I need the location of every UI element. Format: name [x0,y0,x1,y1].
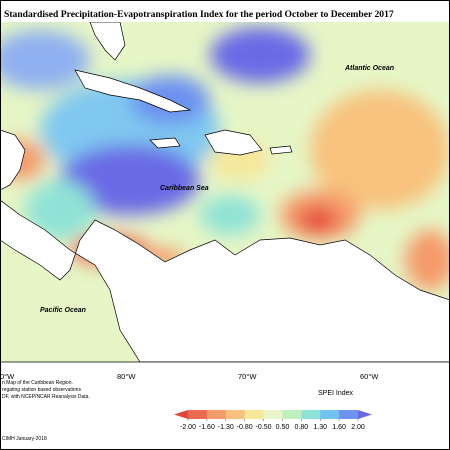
longitude-label: 0°W [0,372,15,381]
colorbar-arrow [358,410,372,419]
credits: n Map of the Caribbean Region.regating s… [2,380,90,442]
legend-title: SPEI Index [318,390,354,397]
colorbar-segment [206,410,227,419]
credit-line: DF, with NCEP/NCAR Reanalysis Data. [2,394,90,400]
colorbar-tick-label: -2.00 [180,424,196,431]
ocean-label: Pacific Ocean [40,307,86,314]
central-america [0,129,26,191]
colorbar-tick-label: 2.00 [351,424,365,431]
legend: -2.00 -1.60 -1.30 -0.80 -0.50 0.50 0.80 1.30 1.6… [174,410,372,431]
longitude-label: 60°W [360,372,379,381]
colorbar-segment [263,410,283,419]
title: Standardised Precipitation-Evapotranspir… [4,9,394,20]
puerto-rico [269,145,293,155]
colorbar-tick-label: 1.30 [313,424,327,431]
cuba [74,69,192,113]
colorbar-arrow [174,410,188,419]
colorbar-segment [225,410,245,419]
ocean-label: Atlantic Ocean [344,65,394,72]
colorbar-tick-label: 0.50 [276,424,290,431]
colorbar-segment [188,410,208,419]
map: Atlantic Ocean Caribbean Sea Pacific Oce… [0,22,450,362]
colorbar-tick-label: 1.60 [332,424,346,431]
credit-line: regating station based observations [2,387,81,393]
colorbar-tick-label: 0.80 [295,424,309,431]
south-america [0,199,450,362]
colorbar-segment [301,410,321,419]
colorbar-tick-label: -0.80 [237,424,253,431]
colorbar-tick-label: -1.30 [218,424,234,431]
jamaica [149,137,181,149]
colorbar-segment [339,410,359,419]
sea-label: Caribbean Sea [160,185,209,192]
colorbar-segment [282,410,302,419]
longitude-labels: 0°W 80°W 70°W 60°W [0,372,379,381]
florida [89,22,126,61]
colorbar-segment [244,410,264,419]
colorbar-segment [320,410,340,419]
longitude-label: 70°W [238,372,257,381]
longitude-label: 80°W [117,372,136,381]
hispaniola [204,129,263,156]
credit-line: CIMH January-2018 [2,436,47,442]
colorbar-tick-label: -1.60 [199,424,215,431]
colorbar-tick-label: -0.50 [256,424,272,431]
credit-line: n Map of the Caribbean Region. [2,380,73,386]
